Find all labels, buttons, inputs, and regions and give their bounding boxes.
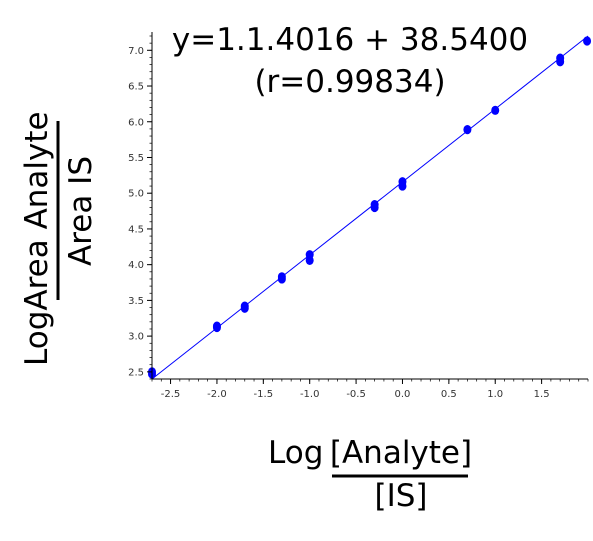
data-point (240, 301, 249, 311)
data-point (556, 53, 565, 63)
x-axis-title-denominator: [IS] (374, 478, 427, 514)
y-tick-label: 3.5 (128, 296, 144, 307)
fit-line (151, 35, 589, 380)
data-points-layer (148, 36, 592, 379)
y-tick-label: 6.5 (128, 82, 144, 93)
y-tick-label: 3.0 (128, 332, 144, 343)
data-point (583, 36, 592, 46)
x-tick-label: 1.5 (534, 389, 550, 400)
ticks-layer: 2.5 3.0 3.5 4.0 4.5 5.0 5.5 6.0 6.5 7.0 -2.5 -2.0 -1… (128, 35, 589, 400)
y-tick-label: 6.0 (128, 117, 144, 128)
data-point (398, 177, 407, 187)
y-axis-title-prefix: Log (19, 311, 55, 366)
data-point (370, 200, 379, 210)
data-point (212, 321, 221, 331)
y-axis-title: Log Area Analyte Area IS (19, 111, 99, 366)
x-tick-label: -2.0 (207, 389, 227, 400)
data-point (463, 125, 472, 135)
y-axis-title-denominator: Area IS (63, 156, 99, 266)
data-point (277, 272, 286, 282)
fit-line-layer (151, 35, 589, 380)
data-point (305, 250, 314, 260)
axes-layer (151, 32, 588, 380)
x-tick-label: -2.5 (161, 389, 181, 400)
x-tick-label: -1.5 (254, 389, 274, 400)
y-tick-label: 5.0 (128, 189, 144, 200)
x-tick-label: -1.0 (300, 389, 320, 400)
y-axis-title-numerator: Area Analyte (19, 111, 55, 310)
y-tick-label: 5.5 (128, 153, 144, 164)
x-axis-title: Log [Analyte] [IS] (268, 435, 472, 514)
y-tick-label: 7.0 (128, 46, 144, 57)
x-tick-label: -0.5 (346, 389, 366, 400)
x-tick-label: 0.5 (441, 389, 457, 400)
x-axis-title-numerator: [Analyte] (330, 435, 472, 471)
y-tick-label: 2.5 (128, 367, 144, 378)
fit-equation: y=1.1.4016 + 38.5400 (172, 22, 528, 58)
x-tick-label: 1.0 (487, 389, 503, 400)
x-axis-title-prefix: Log (268, 435, 323, 471)
correlation-coefficient: (r=0.99834) (254, 64, 445, 100)
x-tick-label: 0.0 (395, 389, 411, 400)
data-point (491, 105, 500, 115)
y-tick-label: 4.5 (128, 224, 144, 235)
y-tick-label: 4.0 (128, 260, 144, 271)
